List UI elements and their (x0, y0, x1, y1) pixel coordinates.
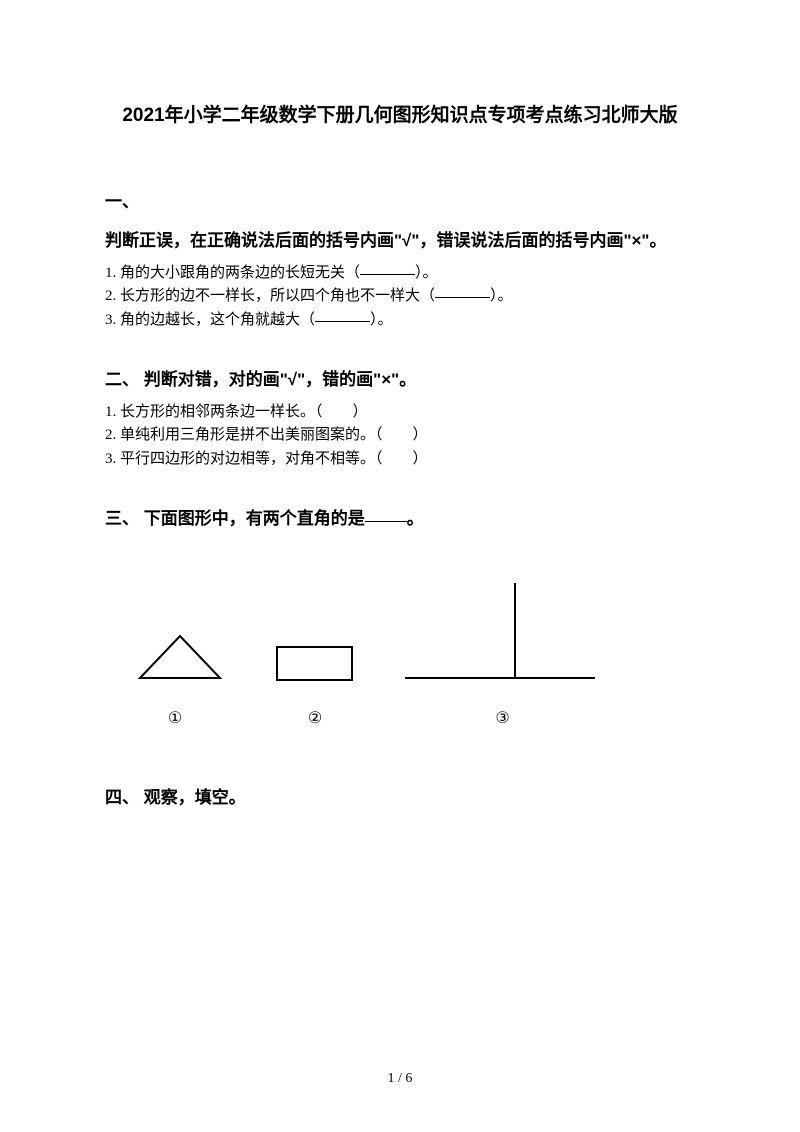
perpendicular-shape (405, 583, 600, 683)
page-title: 2021年小学二年级数学下册几何图形知识点专项考点练习北师大版 (105, 100, 695, 127)
list-item: 3. 角的边越长，这个角就越大（ ）。 (105, 309, 695, 332)
figure-label-3: ③ (495, 708, 509, 728)
fill-blank[interactable] (365, 508, 407, 522)
section-1-items: 1. 角的大小跟角的两条边的长短无关（ ）。 2. 长方形的边不一样长，所以四个角… (105, 262, 695, 332)
list-item: 2. 长方形的边不一样长，所以四个角也不一样大（ ）。 (105, 285, 695, 308)
figure-label-1: ① (168, 708, 182, 728)
section-1-number: 一、 (105, 182, 695, 221)
list-item: 1. 角的大小跟角的两条边的长短无关（ ）。 (105, 262, 695, 285)
figures-row: ① ② ③ (125, 583, 695, 728)
item-suffix: ）。 (370, 312, 393, 328)
triangle-shape (125, 628, 225, 683)
section-1-header: 判断正误，在正确说法后面的括号内画"√"，错误说法后面的括号内画"×"。 (105, 221, 695, 260)
figure-2: ② (275, 645, 355, 728)
section-3-header: 三、 下面图形中，有两个直角的是 。 (105, 499, 695, 538)
item-suffix: ）。 (415, 265, 438, 281)
section-4-header: 四、 观察，填空。 (105, 778, 695, 817)
fill-blank[interactable] (435, 284, 490, 298)
section-2-items: 1. 长方形的相邻两条边一样长。（ ） 2. 单纯利用三角形是拼不出美丽图案的。… (105, 401, 695, 471)
rectangle-shape (275, 645, 355, 683)
list-item: 2. 单纯利用三角形是拼不出美丽图案的。（ ） (105, 424, 695, 447)
section-3-prefix: 三、 下面图形中，有两个直角的是 (105, 509, 365, 528)
figure-1: ① (125, 628, 225, 728)
section-2-header: 二、 判断对错，对的画"√"，错的画"×"。 (105, 360, 695, 399)
item-text: 1. 角的大小跟角的两条边的长短无关（ (105, 265, 360, 281)
item-text: 2. 长方形的边不一样长，所以四个角也不一样大（ (105, 288, 435, 304)
fill-blank[interactable] (315, 308, 370, 322)
fill-blank[interactable] (360, 261, 415, 275)
list-item: 3. 平行四边形的对边相等，对角不相等。（ ） (105, 448, 695, 471)
item-text: 3. 角的边越长，这个角就越大（ (105, 312, 315, 328)
item-suffix: ）。 (490, 288, 513, 304)
list-item: 1. 长方形的相邻两条边一样长。（ ） (105, 401, 695, 424)
page-number: 1 / 6 (0, 1071, 800, 1087)
figure-3: ③ (405, 583, 600, 728)
section-3-suffix: 。 (407, 509, 424, 528)
figure-label-2: ② (308, 708, 322, 728)
